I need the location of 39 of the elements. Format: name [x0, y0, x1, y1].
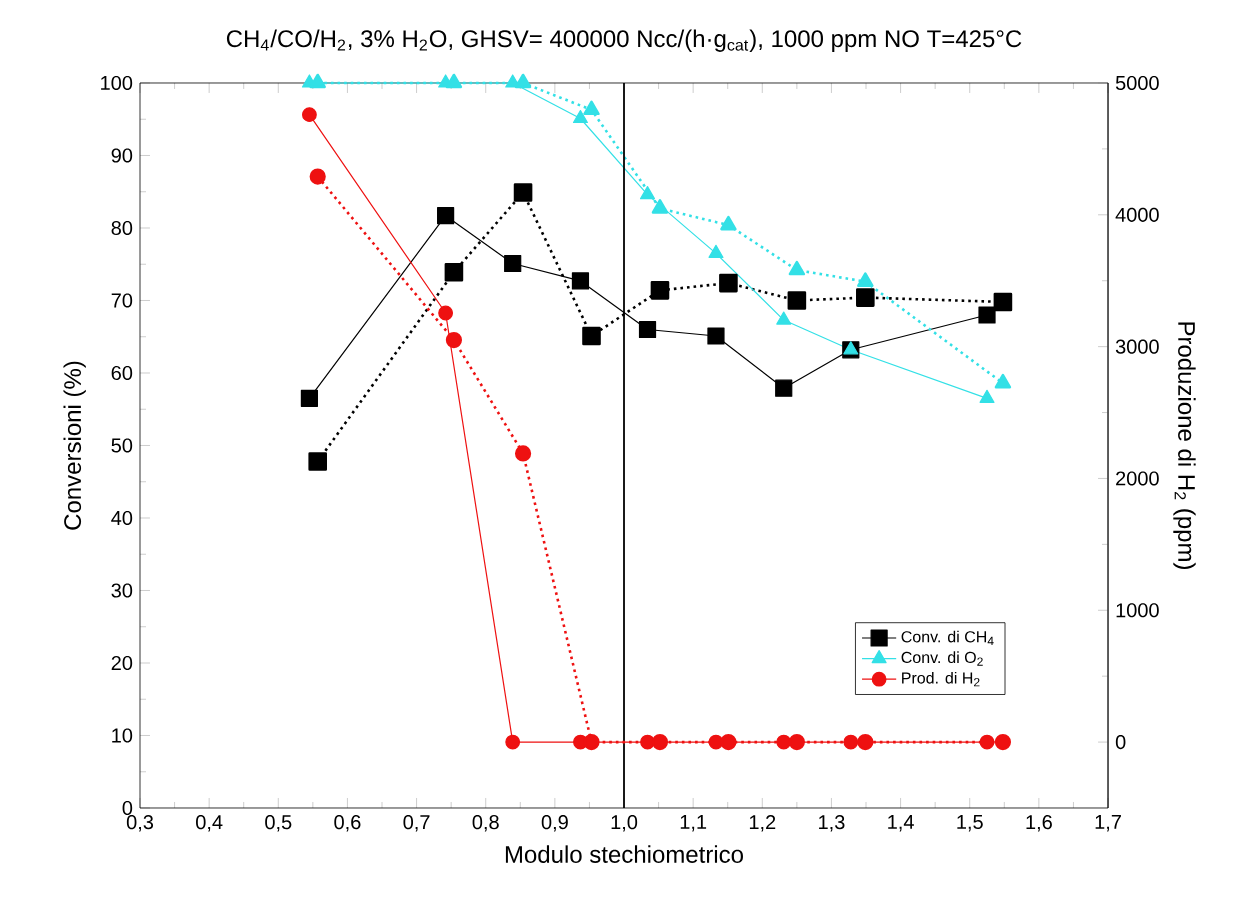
x-tick-label: 1,2 — [749, 815, 776, 832]
y2-tick-label: 5000 — [1115, 75, 1159, 91]
y2-tick-label: 3000 — [1115, 339, 1159, 354]
x-tick-label: 0,6 — [334, 815, 361, 832]
x-tick-label: 0,5 — [265, 815, 292, 832]
y2-tick-label: 0 — [1115, 735, 1126, 750]
y-tick-label: 50 — [111, 438, 133, 453]
chart-title: CH$_{4}$/CO/H$_{2}$, 3% H$_{2}$O, GHSV= 400000 Ncc/(h·g$_{cat}$), 1000 ppm NO T=425°C — [226, 29, 1022, 52]
x-tick-label: 0,7 — [403, 815, 430, 832]
y-tick-label: 80 — [111, 220, 133, 236]
y-tick-label: 70 — [111, 293, 133, 308]
x-tick-label: 1,1 — [680, 815, 707, 832]
x-tick-label: 1,6 — [1026, 815, 1052, 832]
legend-label: Conv. di CH$_{4}$ — [901, 630, 994, 646]
y-tick-label: 20 — [111, 655, 133, 671]
x-tick-label: 0,4 — [196, 815, 223, 832]
y-tick-label: 0 — [122, 800, 133, 816]
x-tick-label: 0,8 — [472, 815, 499, 832]
y-axis-title: Conversioni (%) — [63, 361, 86, 530]
x-tick-label: 1,0 — [611, 815, 638, 832]
y-tick-label: 90 — [111, 148, 133, 163]
x-tick-label: 1,4 — [888, 815, 914, 832]
y2-tick-label: 4000 — [1115, 207, 1159, 222]
y-tick-label: 40 — [111, 510, 133, 526]
x-axis-title: Modulo stechiometrico — [505, 845, 743, 863]
y2-tick-label: 1000 — [1116, 603, 1159, 618]
x-tick-label: 0,9 — [541, 815, 568, 832]
x-tick-label: 1,7 — [1095, 815, 1121, 832]
x-tick-label: 1,3 — [819, 815, 845, 832]
y-tick-label: 60 — [111, 365, 133, 381]
legend-label: Prod. di H$_{2}$ — [902, 671, 980, 687]
y2-axis-title: Produzione di H$_{2}$ (ppm) — [1173, 322, 1196, 569]
y-tick-label: 10 — [112, 728, 133, 743]
y-tick-label: 100 — [101, 75, 133, 91]
y-tick-label: 30 — [111, 583, 133, 598]
y2-tick-label: 2000 — [1116, 471, 1159, 486]
x-tick-label: 1,5 — [957, 815, 983, 832]
legend-label: Conv. di O$_{2}$ — [901, 651, 983, 666]
x-tick-label: 0,3 — [126, 815, 154, 832]
